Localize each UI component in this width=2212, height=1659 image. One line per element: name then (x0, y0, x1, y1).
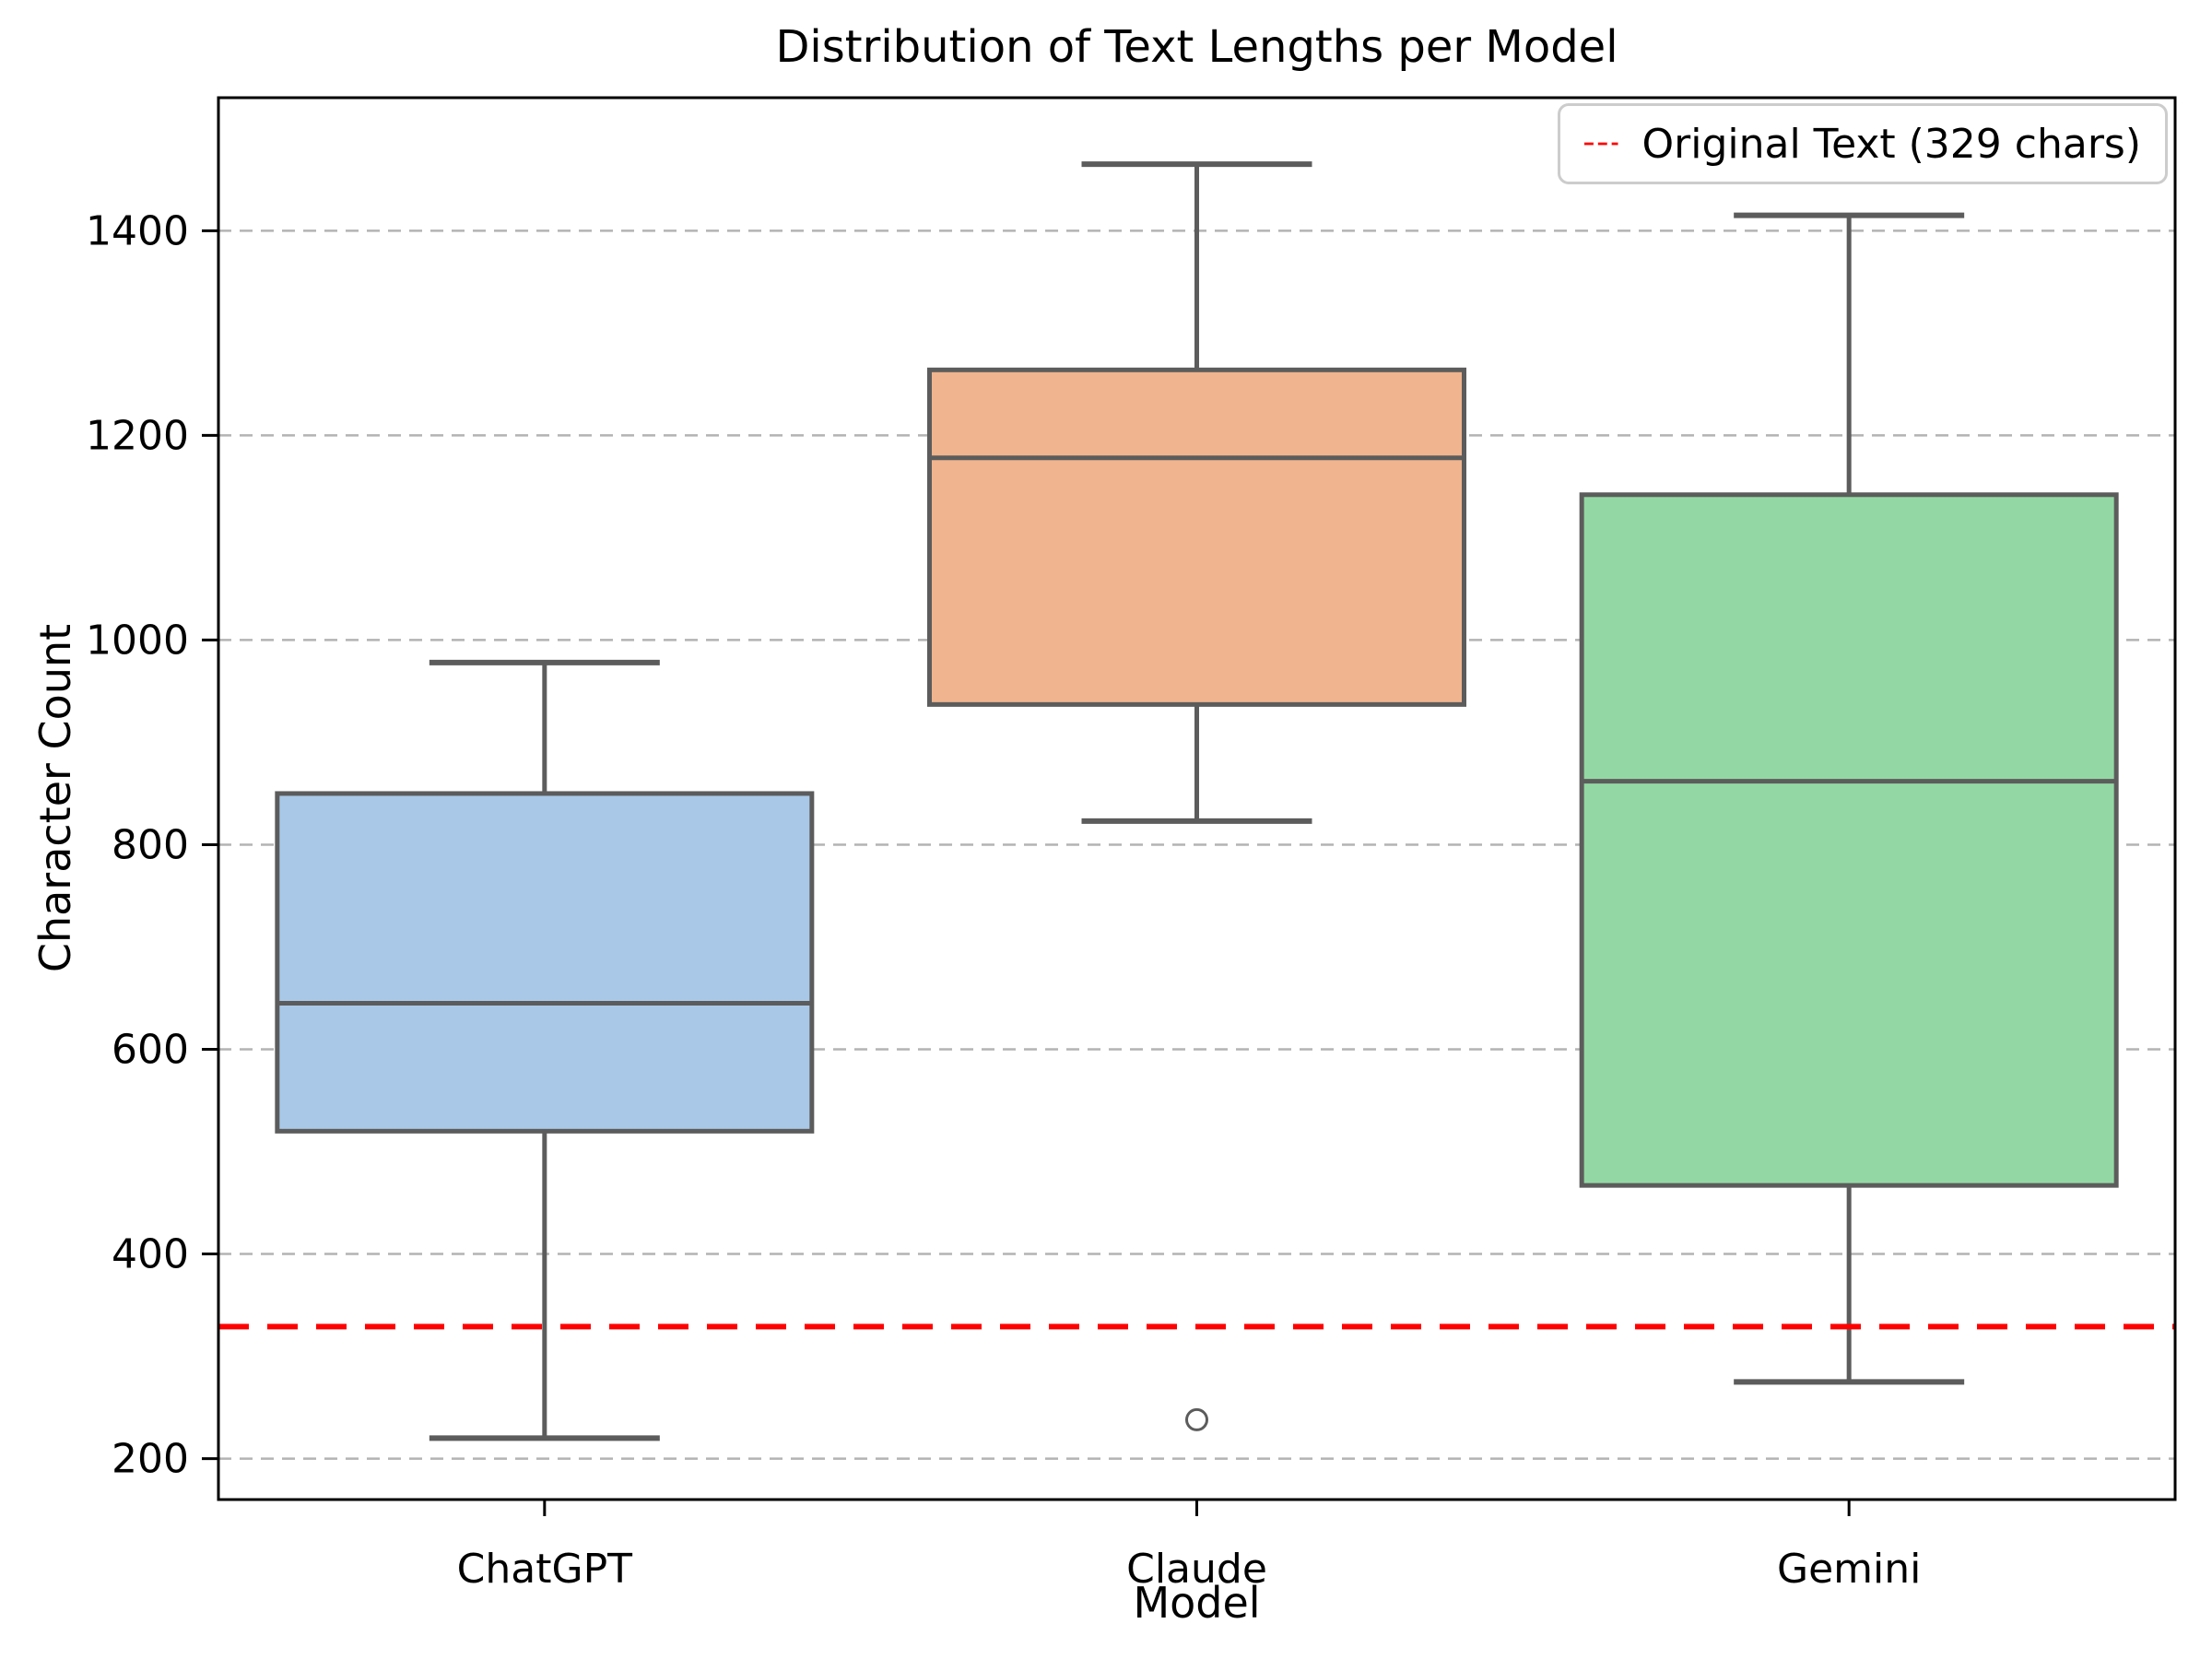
legend-dash-icon (1584, 142, 1618, 146)
y-tick-label-400: 400 (112, 1231, 189, 1278)
x-tick-label-chatgpt: ChatGPT (457, 1546, 632, 1593)
outlier-claude (1185, 1407, 1208, 1431)
y-tick-label-1400: 1400 (86, 207, 189, 254)
y-tick-label-200: 200 (112, 1436, 189, 1483)
box-chatgpt (275, 791, 815, 1134)
x-tick-label-claude: Claude (1126, 1546, 1267, 1593)
box-claude (927, 367, 1466, 707)
legend: Original Text (329 chars) (1558, 103, 2168, 184)
y-tick-label-1200: 1200 (86, 412, 189, 459)
x-tick-label-gemini: Gemini (1777, 1546, 1921, 1593)
plot-border (217, 96, 2177, 1501)
y-tick-label-1000: 1000 (86, 617, 189, 664)
y-tick-label-800: 800 (112, 821, 189, 868)
x-axis-label: Model (1133, 1578, 1261, 1628)
chart-title: Distribution of Text Lengths per Model (775, 21, 1618, 73)
box-gemini (1579, 492, 2119, 1188)
legend-label: Original Text (329 chars) (1641, 120, 2142, 168)
y-tick-label-600: 600 (112, 1027, 189, 1074)
